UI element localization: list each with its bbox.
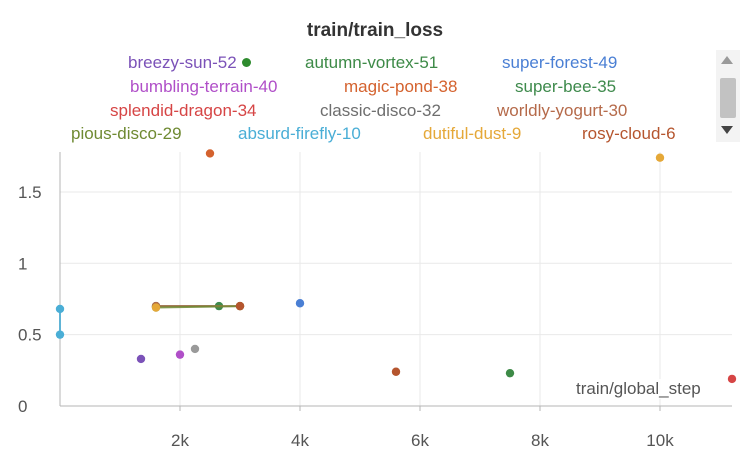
data-point [236, 302, 244, 310]
series-super-forest-49 [296, 299, 304, 307]
series-breezy-sun-52 [137, 355, 145, 363]
x-tick-label: 8k [531, 431, 549, 450]
data-point [206, 149, 214, 157]
data-point [56, 330, 64, 338]
y-tick-label: 0 [18, 397, 27, 416]
series-pious-disco-29 [152, 302, 244, 312]
y-tick-label: 1 [18, 254, 27, 273]
x-axis-label: train/global_step [576, 379, 701, 399]
series-splendid-dragon-34 [728, 375, 736, 383]
y-tick-label: 1.5 [18, 183, 42, 202]
data-point [392, 368, 400, 376]
x-tick-label: 4k [291, 431, 309, 450]
series-rosy-cloud-6 [236, 302, 400, 376]
data-point [152, 303, 160, 311]
series-bumbling-terrain-40 [176, 350, 184, 358]
data-point [176, 350, 184, 358]
data-point [728, 375, 736, 383]
data-point [191, 345, 199, 353]
data-point [296, 299, 304, 307]
data-point [656, 154, 664, 162]
series-magic-pond-38 [206, 149, 214, 157]
series-layer [56, 149, 736, 383]
data-point [56, 305, 64, 313]
data-point [137, 355, 145, 363]
x-tick-label: 6k [411, 431, 429, 450]
x-tick-label: 2k [171, 431, 189, 450]
series-classic-disco-32 [191, 345, 199, 353]
series-autumn-vortex-51 [506, 369, 514, 377]
axis-ticks: 0 0.5 1 1.5 2k 4k 6k 8k 10k [18, 152, 732, 450]
x-tick-label: 10k [646, 431, 674, 450]
series-line [156, 306, 240, 307]
series-absurd-firefly-10 [56, 305, 64, 339]
data-point [506, 369, 514, 377]
y-tick-label: 0.5 [18, 326, 42, 345]
series-dutiful-dust-9 [152, 154, 664, 312]
